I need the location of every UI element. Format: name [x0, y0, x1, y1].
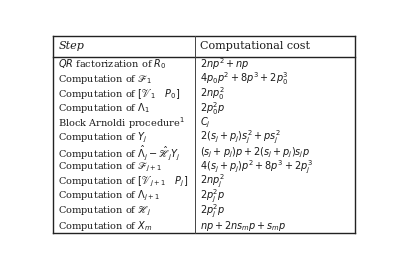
Text: Computation of $\hat{\Lambda}_j - \hat{\mathscr{H}}_jY_j$: Computation of $\hat{\Lambda}_j - \hat{\…	[59, 143, 181, 162]
Text: Computation of $\mathscr{H}_j$: Computation of $\mathscr{H}_j$	[59, 204, 152, 218]
Text: Computation of $X_m$: Computation of $X_m$	[59, 219, 153, 233]
Text: $2np^2 + np$: $2np^2 + np$	[201, 56, 250, 72]
Text: Step: Step	[59, 41, 84, 51]
Text: $C_j$: $C_j$	[201, 116, 211, 130]
Text: Block Arnoldi procedure$^1$: Block Arnoldi procedure$^1$	[59, 115, 185, 131]
Text: Computation of $[\mathscr{V}_1 \quad P_0]$: Computation of $[\mathscr{V}_1 \quad P_0…	[59, 87, 181, 101]
Text: Computation of $Y_j$: Computation of $Y_j$	[59, 130, 148, 145]
Text: $2np_j^2$: $2np_j^2$	[201, 173, 225, 190]
Text: $2np_0^2$: $2np_0^2$	[201, 85, 225, 102]
Text: $2p_j^2p$: $2p_j^2p$	[201, 188, 226, 205]
Text: $4p_0p^2 + 8p^3 + 2p_0^3$: $4p_0p^2 + 8p^3 + 2p_0^3$	[201, 71, 289, 87]
Text: Computation of $\mathscr{F}_{j+1}$: Computation of $\mathscr{F}_{j+1}$	[59, 160, 163, 174]
Text: Computation of $[\mathscr{V}_{j+1} \quad P_j]$: Computation of $[\mathscr{V}_{j+1} \quad…	[59, 175, 189, 189]
Text: $2(s_j + p_j)s_j^2 + ps_j^2$: $2(s_j + p_j)s_j^2 + ps_j^2$	[201, 129, 281, 146]
Text: $2p_j^2p$: $2p_j^2p$	[201, 202, 226, 220]
Text: Computation of $\Lambda_1$: Computation of $\Lambda_1$	[59, 101, 150, 115]
Text: Computation of $\Lambda_{j+1}$: Computation of $\Lambda_{j+1}$	[59, 189, 161, 204]
Text: Computational cost: Computational cost	[201, 41, 310, 51]
Text: $2p_0^2p$: $2p_0^2p$	[201, 100, 226, 117]
Text: Computation of $\mathscr{F}_1$: Computation of $\mathscr{F}_1$	[59, 73, 153, 86]
Text: $np + 2ns_mp + s_mp$: $np + 2ns_mp + s_mp$	[201, 219, 287, 233]
Text: $(s_j + p_j)p + 2(s_j + p_j)s_jp$: $(s_j + p_j)p + 2(s_j + p_j)s_jp$	[201, 145, 310, 159]
Text: $4(s_j + p_j)p^2 + 8p^3 + 2p_j^3$: $4(s_j + p_j)p^2 + 8p^3 + 2p_j^3$	[201, 158, 313, 176]
Text: $QR$ factorization of $R_0$: $QR$ factorization of $R_0$	[59, 58, 167, 71]
